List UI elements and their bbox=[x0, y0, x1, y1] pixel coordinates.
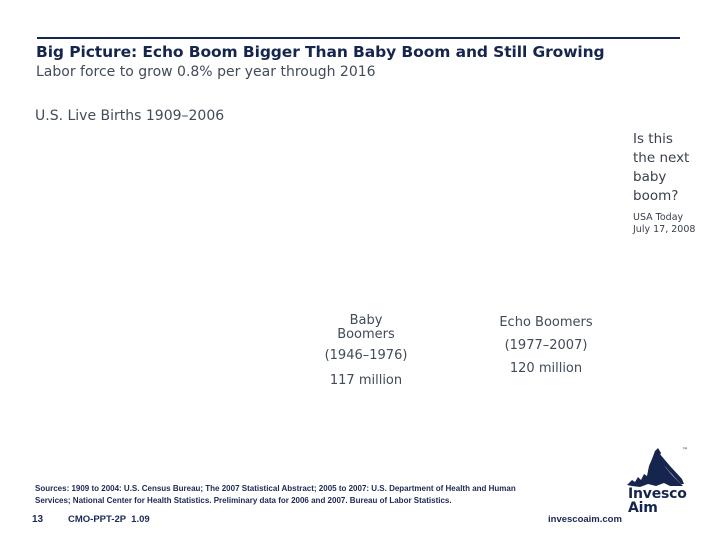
pull-quote-text: Is this the next baby boom? bbox=[633, 131, 690, 204]
mountain-logo-icon: ™ bbox=[627, 447, 688, 487]
sources-note: Sources: 1909 to 2004: U.S. Census Burea… bbox=[35, 484, 516, 505]
website-url: invescoaim.com bbox=[548, 514, 622, 525]
document-code: CMO-PPT-2P 1.09 bbox=[68, 514, 150, 525]
slide-subtitle: Labor force to grow 0.8% per year throug… bbox=[36, 64, 376, 80]
pull-quote-attribution: USA Today July 17, 2008 bbox=[633, 212, 696, 235]
baby-boomers-annotation: Baby Boomers (1946–1976) 117 million bbox=[311, 313, 421, 389]
echo-boomers-annotation: Echo Boomers (1977–2007) 120 million bbox=[483, 315, 609, 377]
trademark-symbol: ™ bbox=[682, 447, 688, 454]
echo-boomers-count: 120 million bbox=[509, 361, 583, 376]
page-number: 13 bbox=[32, 514, 44, 525]
logo-text-invesco: Invesco bbox=[628, 486, 687, 502]
baby-boomers-years: (1946–1976) bbox=[324, 348, 408, 363]
echo-boomers-years: (1977–2007) bbox=[504, 338, 588, 353]
echo-boomers-label: Echo Boomers bbox=[499, 315, 593, 330]
baby-boomers-label: Baby Boomers bbox=[337, 313, 395, 342]
title-rule bbox=[37, 37, 680, 39]
baby-boomers-count: 117 million bbox=[329, 373, 403, 388]
logo-text-aim: Aim bbox=[628, 500, 658, 516]
pull-quote: Is this the next baby boom? USA Today Ju… bbox=[633, 130, 711, 236]
slide-title: Big Picture: Echo Boom Bigger Than Baby … bbox=[36, 43, 605, 61]
chart-title: U.S. Live Births 1909–2006 bbox=[35, 108, 225, 124]
invesco-aim-logo: ™ Invesco Aim bbox=[626, 446, 706, 515]
